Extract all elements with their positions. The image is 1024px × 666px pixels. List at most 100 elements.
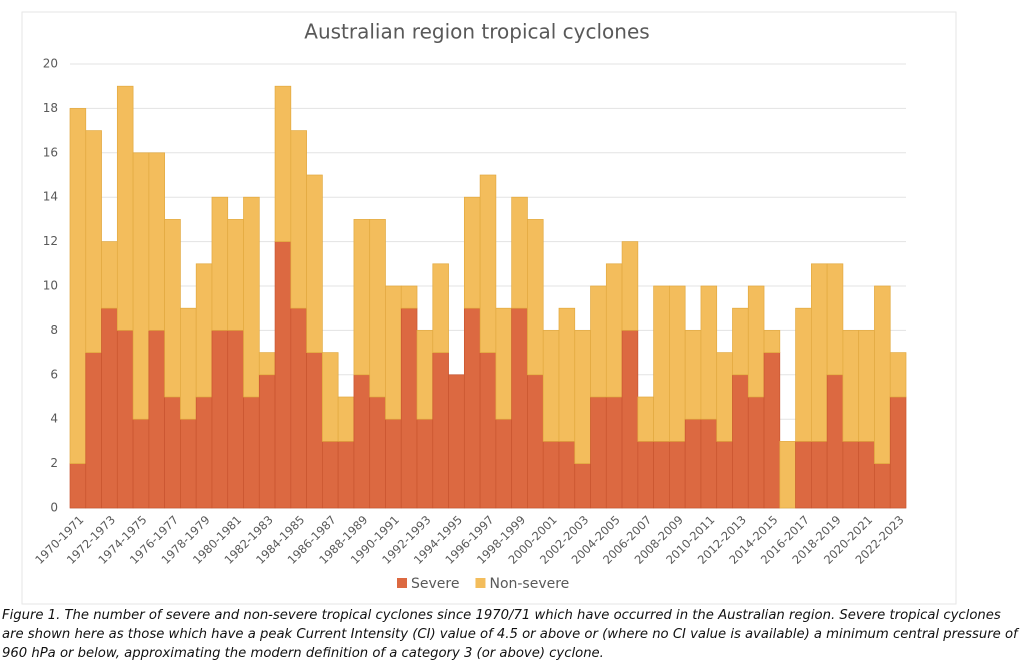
bar-segment (826, 374, 844, 509)
bar-segment (811, 441, 828, 509)
y-tick-label: 6 (50, 367, 58, 381)
bar-segment (716, 352, 733, 442)
bar-segment (195, 396, 213, 509)
bar-segment (842, 441, 860, 509)
y-tick-label: 18 (43, 101, 58, 115)
chart-title: Australian region tropical cyclones (304, 20, 649, 44)
bar-segment (180, 307, 197, 420)
bar-segment (700, 418, 718, 509)
bar-segment (732, 374, 749, 509)
bar-segment (590, 396, 607, 509)
bar-segment (811, 263, 828, 442)
bar-segment (400, 285, 418, 309)
bar-segment (558, 441, 576, 509)
bar-segment (306, 174, 323, 353)
bar-segment (322, 352, 339, 442)
caption: Figure 1. The number of severe and non-s… (2, 608, 1018, 661)
bar-segment (306, 352, 323, 509)
bar-segment (337, 441, 355, 509)
bar-segment (795, 307, 812, 442)
bar-segment (290, 307, 307, 509)
legend-label: Non-severe (489, 576, 569, 592)
bar-segment (479, 174, 497, 353)
bar-segment (495, 418, 513, 509)
bar-segment (432, 352, 449, 509)
bar-segment (227, 219, 244, 331)
chart: Australian region tropical cyclones 0 2 4 6… (21, 11, 957, 605)
bar-segment (353, 219, 371, 376)
y-tick-label: 10 (43, 279, 58, 293)
bar-segment (574, 463, 591, 509)
bar-segment (416, 418, 434, 509)
y-tick-label: 20 (43, 57, 58, 71)
bar-segment (385, 285, 402, 420)
bar-segment (527, 374, 544, 509)
y-tick-label: 12 (43, 234, 58, 248)
bar-segment (69, 463, 87, 509)
bar-segment (258, 352, 276, 376)
bar-segment (463, 196, 481, 309)
bar-segment (243, 396, 260, 509)
bar-segment (164, 219, 181, 398)
bar-segment (211, 196, 229, 331)
bar-segment (369, 396, 386, 509)
y-tick-label: 8 (50, 323, 58, 337)
bar-segment (574, 330, 591, 464)
bar-segment (227, 330, 244, 509)
bar-segment (842, 330, 860, 442)
bar-segment (889, 352, 907, 398)
bar-segment (274, 241, 292, 509)
bar-segment (558, 307, 576, 442)
bar-segment (290, 130, 307, 309)
bar-segment (132, 152, 150, 420)
bar-segment (274, 85, 292, 242)
bar-segment (400, 307, 418, 509)
bar-segment (101, 307, 118, 509)
bar-segment (858, 330, 875, 442)
legend-label: Severe (411, 576, 459, 592)
bar-segment (605, 263, 623, 398)
bar-segment (85, 352, 102, 509)
y-tick-label: 4 (50, 412, 58, 426)
bar-segment (495, 307, 513, 420)
bar-segment (511, 196, 528, 309)
bar-segment (432, 263, 449, 353)
bar-segment (826, 263, 844, 376)
bar-segment (889, 396, 907, 509)
bar-segment (416, 330, 434, 420)
y-tick-label: 14 (43, 190, 58, 204)
bar-segment (195, 263, 213, 398)
bar-segment (542, 441, 560, 509)
bar-segment (148, 330, 165, 509)
legend-swatch (475, 578, 486, 588)
bar-segment (101, 241, 118, 309)
legend-swatch (397, 578, 407, 588)
bar-segment (621, 330, 639, 509)
bar-segment (669, 441, 686, 509)
bar-segment (874, 285, 891, 464)
bar-segment (385, 418, 402, 509)
bar-segment (779, 441, 796, 509)
y-tick-label: 16 (43, 145, 58, 159)
bar-segment (258, 374, 276, 509)
bar-segment (353, 374, 371, 509)
bar-segment (116, 85, 134, 331)
bar-segment (85, 130, 102, 353)
bar-segment (527, 219, 544, 376)
bar-segment (637, 441, 654, 509)
bar-segment (479, 352, 497, 509)
bar-segment (763, 330, 781, 353)
bar-segment (369, 219, 386, 398)
bar-segment (621, 241, 639, 331)
bar-segment (164, 396, 181, 509)
bar-segment (463, 307, 481, 509)
bar-segment (69, 108, 87, 464)
bar-segment (511, 307, 528, 509)
bar-segment (858, 441, 875, 509)
bar-segment (684, 330, 702, 420)
bar-segment (448, 374, 465, 509)
bar-segment (116, 330, 134, 509)
bar-segment (605, 396, 623, 509)
bar-segment (700, 285, 718, 420)
chart-border (21, 11, 957, 605)
